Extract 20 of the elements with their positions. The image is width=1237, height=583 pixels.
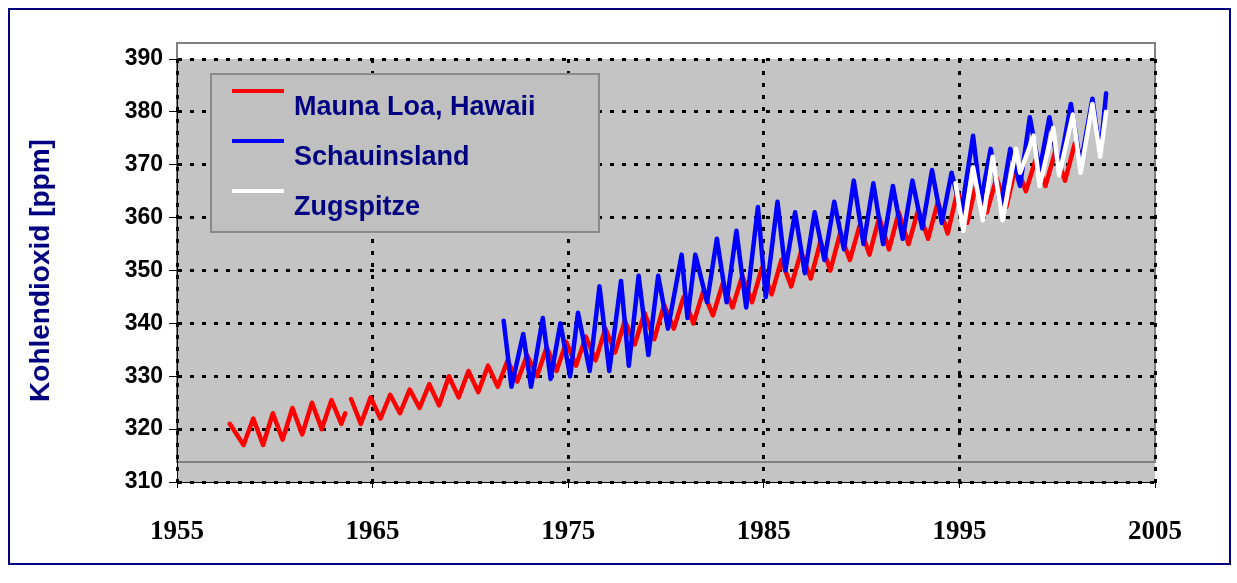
y-tick-label: 350 [124, 255, 163, 282]
x-tick-label: 1995 [932, 515, 987, 546]
y-tick-label: 360 [124, 202, 163, 229]
y-tick-label: 380 [124, 97, 163, 124]
x-tick-label: 1985 [736, 515, 791, 546]
x-tick-label: 1955 [150, 515, 204, 546]
x-tick-label: 1975 [541, 515, 596, 546]
y-tick-label: 340 [124, 308, 163, 335]
y-tick-label: 320 [124, 414, 163, 441]
legend-label: Schauinsland [294, 141, 470, 172]
chart-frame: Kohlendioxid [ppm] 1955 1965 1975 1985 1995 2005 310 320 330 340 350 360 370 380 390 Mauna Loa, Hawaii Schauinsland Zugspitze [8, 8, 1231, 565]
y-tick-label: 390 [124, 44, 163, 71]
legend-label: Zugspitze [294, 191, 420, 222]
y-tick-label: 310 [124, 467, 163, 494]
x-tick-label: 1965 [345, 515, 400, 546]
legend-label: Mauna Loa, Hawaii [294, 91, 536, 122]
y-tick-label: 370 [124, 150, 163, 177]
y-axis-title: Kohlendioxid [ppm] [23, 139, 55, 402]
y-tick-label: 330 [124, 361, 163, 388]
x-tick-label: 2005 [1128, 515, 1182, 546]
